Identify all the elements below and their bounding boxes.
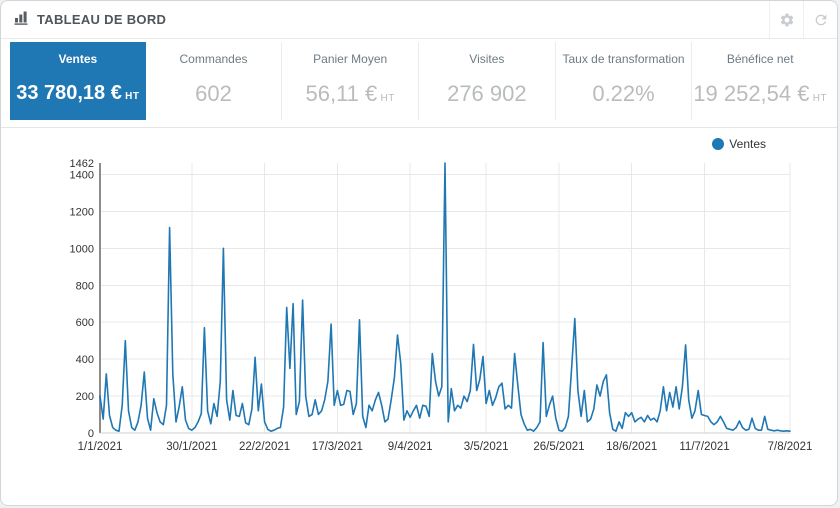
kpi-row: Ventes 33 780,18 € HT Commandes 602 Panier M… [1, 39, 837, 128]
kpi-label: Ventes [58, 52, 98, 66]
y-tick-label: 400 [76, 354, 94, 366]
x-tick-label: 17/3/2021 [312, 441, 363, 453]
x-tick-label: 30/1/2021 [166, 441, 217, 453]
kpi-label: Visites [469, 52, 505, 66]
gear-icon [779, 12, 795, 28]
panel-title: TABLEAU DE BORD [37, 12, 167, 27]
kpi-value: 0.22% [592, 81, 655, 106]
legend-label: Ventes [729, 137, 766, 151]
x-tick-label: 7/8/2021 [768, 441, 813, 453]
kpi-label: Panier Moyen [313, 52, 388, 66]
settings-button[interactable] [769, 1, 803, 38]
kpi-label: Taux de transformation [562, 52, 685, 66]
y-tick-label: 1400 [70, 169, 94, 181]
legend-dot-icon [712, 138, 725, 150]
kpi-tile-2[interactable]: Panier Moyen 56,11 € HT [281, 42, 418, 120]
kpi-value: 33 780,18 € HT [16, 82, 140, 104]
y-tick-label: 600 [76, 317, 94, 329]
y-max-label: 1462 [70, 158, 94, 170]
kpi-value: 602 [195, 81, 232, 106]
kpi-tile-1[interactable]: Commandes 602 [146, 42, 282, 120]
chart-legend-item-ventes[interactable]: Ventes [8, 135, 766, 153]
ventes-series-line[interactable] [99, 162, 791, 433]
kpi-tile-0[interactable]: Ventes 33 780,18 € HT [10, 42, 146, 120]
refresh-button[interactable] [803, 1, 837, 38]
y-tick-label: 800 [76, 280, 94, 292]
kpi-label: Bénéfice net [726, 52, 794, 66]
kpi-value-suffix: HT [121, 91, 140, 102]
kpi-value: 276 902 [447, 81, 527, 106]
kpi-tile-3[interactable]: Visites 276 902 [418, 42, 555, 120]
x-tick-label: 1/1/2021 [78, 441, 123, 453]
panel-header: TABLEAU DE BORD [1, 1, 837, 39]
refresh-icon [813, 12, 829, 28]
x-tick-label: 26/5/2021 [533, 441, 584, 453]
x-tick-label: 9/4/2021 [388, 441, 433, 453]
y-tick-label: 1200 [70, 206, 94, 218]
chart-section: Ventes 0 200 400 600 800 1000 1200 1400 1462 1/1/… [1, 135, 837, 470]
x-tick-label: 3/5/2021 [464, 441, 509, 453]
panel-title-area: TABLEAU DE BORD [1, 1, 166, 38]
kpi-value-suffix: HT [377, 93, 395, 104]
kpi-tile-4[interactable]: Taux de transformation 0.22% [554, 42, 692, 120]
y-tick-label: 1000 [70, 243, 94, 255]
bar-chart-icon [14, 11, 29, 28]
y-tick-label: 200 [76, 391, 94, 403]
header-controls [769, 1, 837, 38]
kpi-value: 56,11 € HT [305, 81, 395, 106]
kpi-value-suffix: HT [809, 93, 828, 104]
kpi-label: Commandes [179, 52, 248, 66]
x-tick-label: 18/6/2021 [606, 441, 657, 453]
kpi-value: 19 252,54 € HT [693, 81, 828, 106]
x-tick-label: 22/2/2021 [239, 441, 290, 453]
kpi-tile-5[interactable]: Bénéfice net 19 252,54 € HT [691, 42, 828, 120]
y-tick-label: 0 [88, 428, 94, 440]
x-tick-label: 11/7/2021 [679, 441, 729, 453]
